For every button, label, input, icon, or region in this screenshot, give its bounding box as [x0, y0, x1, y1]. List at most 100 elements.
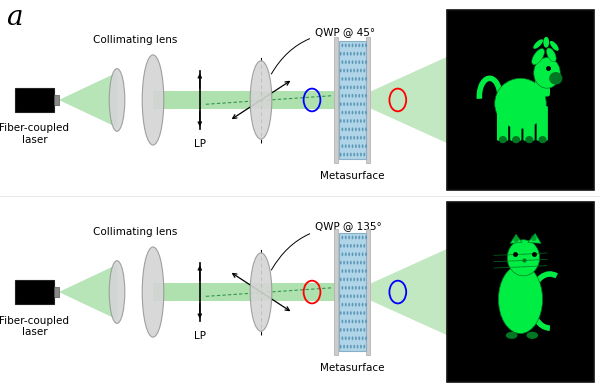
Polygon shape — [153, 283, 339, 301]
Polygon shape — [510, 234, 522, 243]
Ellipse shape — [341, 319, 343, 323]
Ellipse shape — [364, 244, 365, 248]
Ellipse shape — [340, 85, 341, 89]
Ellipse shape — [356, 69, 358, 73]
Ellipse shape — [341, 127, 343, 131]
Ellipse shape — [345, 319, 347, 323]
Ellipse shape — [532, 49, 544, 65]
Ellipse shape — [356, 152, 358, 156]
Ellipse shape — [348, 286, 350, 290]
Ellipse shape — [350, 261, 352, 265]
Ellipse shape — [360, 102, 362, 106]
Ellipse shape — [345, 286, 347, 290]
FancyBboxPatch shape — [15, 280, 54, 304]
Ellipse shape — [352, 269, 353, 273]
Ellipse shape — [356, 52, 358, 56]
Ellipse shape — [355, 303, 357, 307]
Ellipse shape — [350, 244, 352, 248]
Ellipse shape — [347, 102, 349, 106]
Ellipse shape — [362, 127, 364, 131]
Ellipse shape — [499, 136, 507, 143]
Ellipse shape — [350, 102, 352, 106]
Ellipse shape — [348, 336, 350, 340]
Ellipse shape — [348, 60, 350, 64]
Ellipse shape — [358, 111, 360, 114]
Polygon shape — [59, 265, 117, 319]
Ellipse shape — [353, 69, 355, 73]
Ellipse shape — [343, 85, 345, 89]
Ellipse shape — [353, 311, 355, 315]
Ellipse shape — [364, 119, 365, 123]
Ellipse shape — [352, 319, 353, 323]
Ellipse shape — [352, 127, 353, 131]
Ellipse shape — [356, 102, 358, 106]
Ellipse shape — [340, 261, 341, 265]
Ellipse shape — [352, 44, 353, 47]
Ellipse shape — [348, 236, 350, 240]
Ellipse shape — [352, 286, 353, 290]
Ellipse shape — [343, 345, 345, 348]
Ellipse shape — [352, 252, 353, 256]
Ellipse shape — [352, 111, 353, 114]
Ellipse shape — [353, 136, 355, 140]
Ellipse shape — [362, 336, 364, 340]
Ellipse shape — [350, 136, 352, 140]
Ellipse shape — [355, 319, 357, 323]
Ellipse shape — [364, 152, 365, 156]
Ellipse shape — [345, 44, 347, 47]
Ellipse shape — [142, 247, 164, 337]
Ellipse shape — [356, 294, 358, 298]
Ellipse shape — [358, 319, 360, 323]
Ellipse shape — [345, 269, 347, 273]
Ellipse shape — [360, 85, 362, 89]
Ellipse shape — [356, 244, 358, 248]
Ellipse shape — [343, 244, 345, 248]
Ellipse shape — [356, 311, 358, 315]
Text: Fiber-coupled
laser: Fiber-coupled laser — [0, 316, 70, 337]
Ellipse shape — [353, 119, 355, 123]
Ellipse shape — [356, 119, 358, 123]
FancyBboxPatch shape — [523, 106, 535, 141]
Ellipse shape — [355, 236, 357, 240]
Ellipse shape — [353, 152, 355, 156]
Ellipse shape — [499, 265, 542, 334]
Ellipse shape — [350, 278, 352, 281]
Ellipse shape — [352, 336, 353, 340]
Ellipse shape — [341, 236, 343, 240]
Ellipse shape — [343, 311, 345, 315]
FancyBboxPatch shape — [339, 41, 366, 159]
Polygon shape — [59, 73, 117, 127]
Ellipse shape — [364, 328, 365, 332]
Ellipse shape — [358, 236, 360, 240]
Ellipse shape — [343, 136, 345, 140]
Ellipse shape — [362, 77, 364, 81]
Ellipse shape — [365, 303, 367, 307]
Ellipse shape — [347, 85, 349, 89]
Text: QWP @ 45°: QWP @ 45° — [271, 27, 375, 74]
Ellipse shape — [345, 336, 347, 340]
Ellipse shape — [356, 328, 358, 332]
Ellipse shape — [340, 278, 341, 281]
Ellipse shape — [547, 48, 556, 62]
Ellipse shape — [360, 261, 362, 265]
Ellipse shape — [347, 69, 349, 73]
Ellipse shape — [347, 311, 349, 315]
Ellipse shape — [362, 303, 364, 307]
Ellipse shape — [341, 303, 343, 307]
Ellipse shape — [360, 52, 362, 56]
Text: LP: LP — [194, 139, 206, 149]
FancyBboxPatch shape — [536, 106, 548, 141]
Ellipse shape — [347, 278, 349, 281]
Ellipse shape — [355, 77, 357, 81]
Ellipse shape — [358, 269, 360, 273]
Ellipse shape — [348, 111, 350, 114]
FancyBboxPatch shape — [510, 106, 521, 141]
Ellipse shape — [365, 144, 367, 148]
Ellipse shape — [350, 85, 352, 89]
Ellipse shape — [353, 278, 355, 281]
Ellipse shape — [364, 294, 365, 298]
Ellipse shape — [507, 240, 539, 276]
FancyBboxPatch shape — [366, 229, 370, 355]
Text: LP: LP — [194, 331, 206, 341]
Ellipse shape — [362, 94, 364, 98]
